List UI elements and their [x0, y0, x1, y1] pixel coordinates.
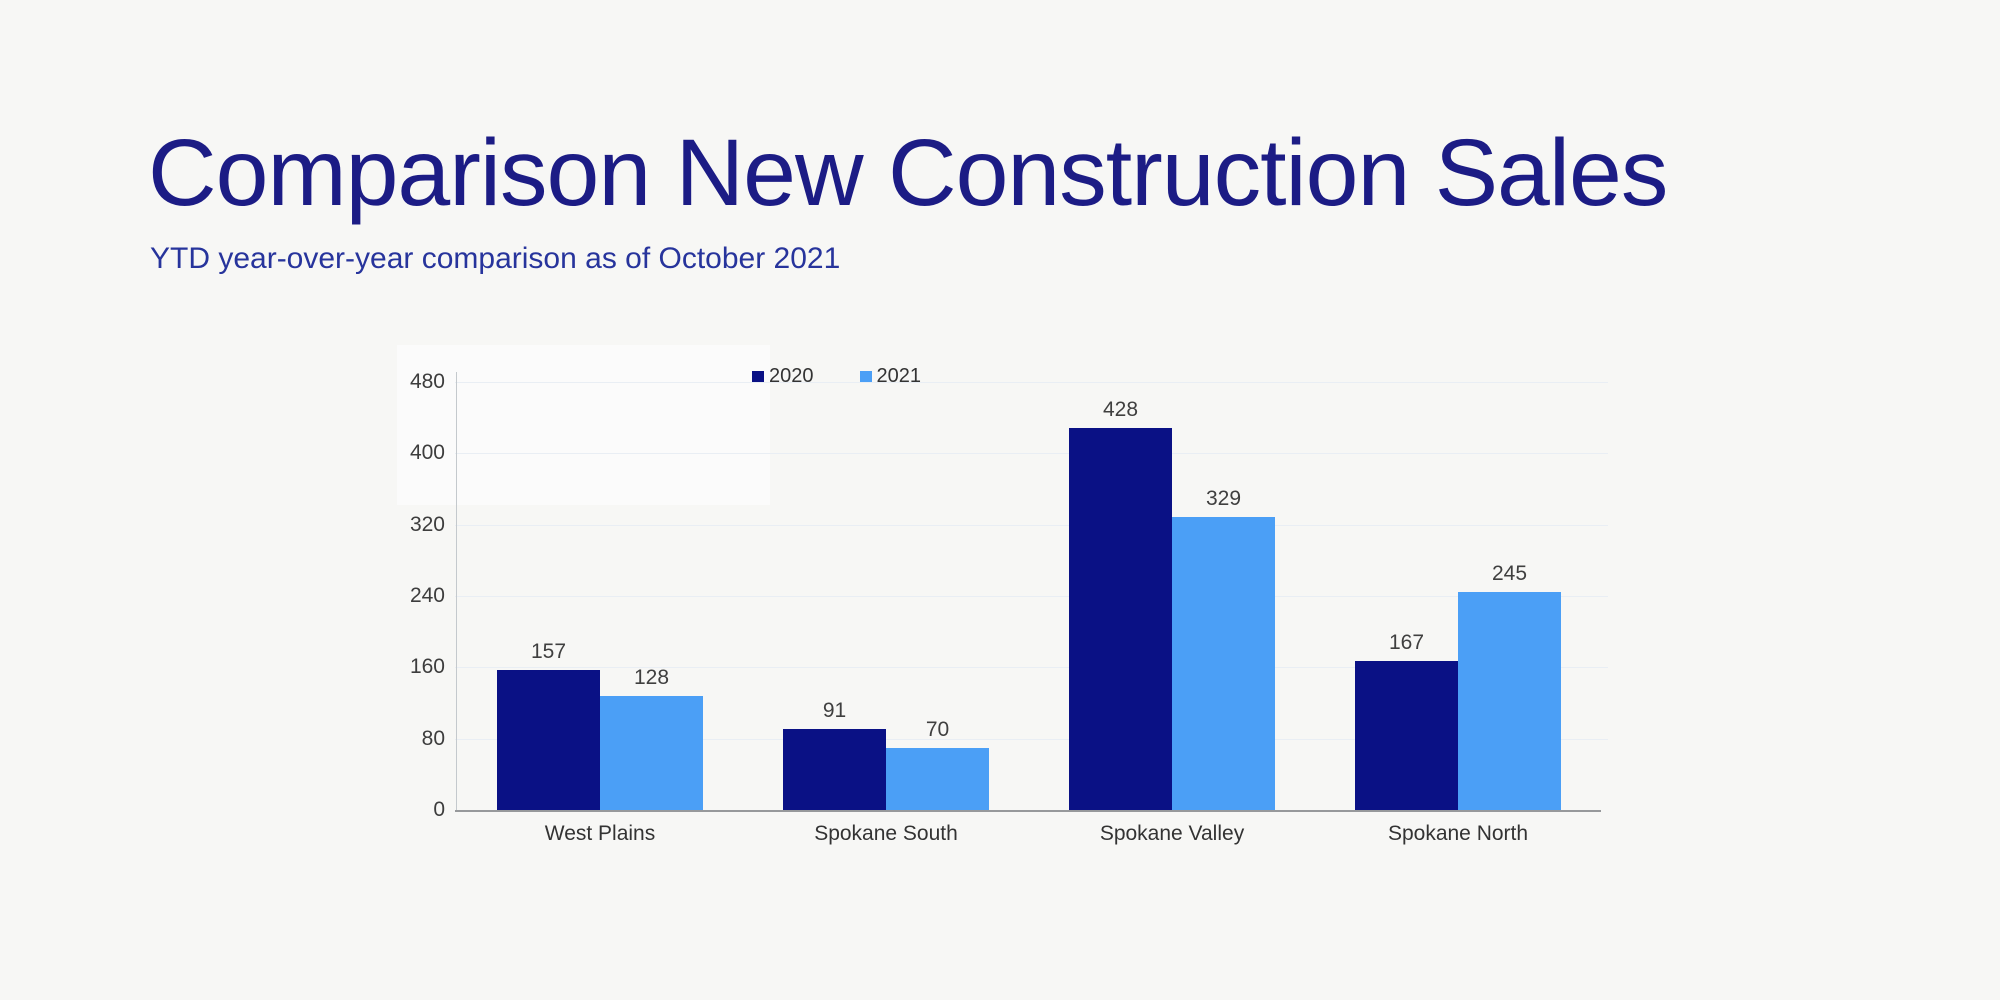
- bar-value-label-2021-spokane-north: 245: [1491, 561, 1528, 585]
- y-axis-tick-label: 400: [409, 441, 445, 465]
- page-title: Comparison New Construction Sales: [148, 120, 1668, 226]
- y-axis-tick-label: 480: [409, 370, 445, 393]
- bar-value-label-2021-spokane-valley: 329: [1205, 486, 1242, 510]
- legend-label: 2021: [876, 365, 922, 387]
- gridline: [455, 596, 1608, 597]
- x-axis-label-spokane-north: Spokane North: [1387, 822, 1529, 845]
- y-axis-tick-label: 320: [409, 512, 445, 536]
- gridline: [455, 667, 1608, 669]
- y-axis-tick-label: 160: [409, 655, 445, 679]
- y-axis-tick-label: 240: [409, 584, 445, 607]
- bar-value-label-2021-west-plains: 128: [633, 665, 670, 689]
- y-axis-line: [456, 372, 457, 810]
- bar-value-label-2020-west-plains: 157: [530, 640, 567, 663]
- bar-value-label-2020-spokane-valley: 428: [1102, 398, 1139, 422]
- legend-label: 2020: [769, 365, 814, 387]
- y-axis-tick-label: 0: [433, 798, 445, 821]
- x-axis-label-spokane-south: Spokane South: [814, 822, 958, 845]
- bar-2021-spokane-valley: [1172, 516, 1275, 810]
- gridline: [455, 738, 1608, 740]
- gridline: [455, 382, 1608, 383]
- gridline: [455, 524, 1608, 526]
- bar-2021-west-plains: [600, 695, 703, 810]
- bar-value-label-2020-spokane-south: 91: [822, 698, 847, 722]
- bar-2021-spokane-south: [886, 747, 989, 810]
- bar-2021-spokane-north: [1458, 591, 1561, 810]
- bar-value-label-2020-spokane-north: 167: [1388, 631, 1425, 655]
- bar-2020-spokane-north: [1355, 661, 1458, 810]
- bar-2020-spokane-south: [783, 728, 886, 810]
- x-axis-line: [455, 810, 1601, 812]
- gridline: [455, 453, 1608, 455]
- bar-2020-west-plains: [497, 670, 600, 810]
- chart-legend: 2020 2021: [752, 365, 967, 388]
- bar-2020-spokane-valley: [1069, 428, 1172, 810]
- bar-value-label-2021-spokane-south: 70: [925, 717, 950, 741]
- background-panel: [397, 345, 770, 505]
- x-axis-label-spokane-valley: Spokane Valley: [1099, 822, 1245, 845]
- page-subtitle: YTD year-over-year comparison as of Octo…: [150, 242, 841, 275]
- legend-item-2020: 2020: [752, 365, 814, 388]
- x-axis-label-west-plains: West Plains: [544, 822, 656, 845]
- legend-item-2021: 2021: [859, 365, 922, 388]
- y-axis-tick-label: 80: [421, 726, 445, 750]
- legend-swatch-icon: [859, 370, 872, 383]
- legend-swatch-icon: [752, 370, 764, 383]
